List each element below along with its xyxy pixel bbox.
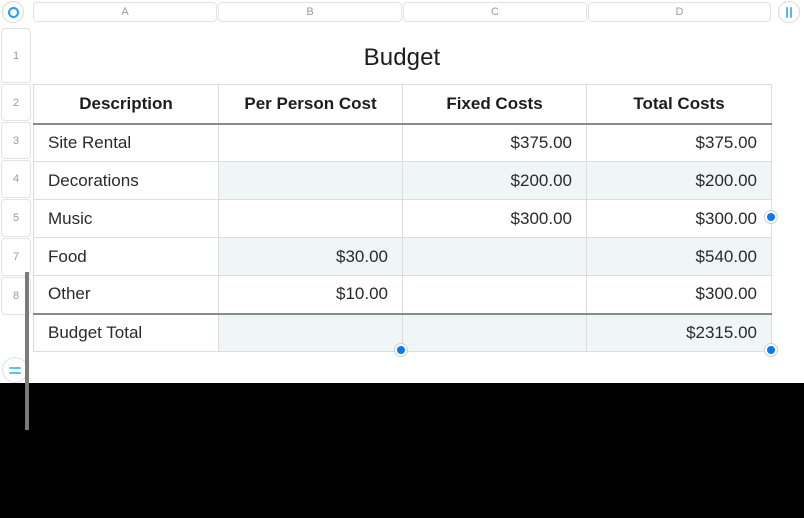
- cell-per-person[interactable]: $30.00: [218, 237, 403, 276]
- column-per-person-cost[interactable]: Per Person Cost: [218, 84, 403, 125]
- cell-per-person[interactable]: $10.00: [218, 275, 403, 314]
- column-header-b[interactable]: B: [218, 2, 402, 22]
- table-header-row: Description Per Person Cost Fixed Costs …: [33, 84, 772, 125]
- selection-indicator-bar[interactable]: [25, 272, 29, 430]
- table-row[interactable]: Music $300.00 $300.00: [33, 199, 772, 238]
- row-header-1[interactable]: 1: [1, 28, 31, 83]
- budget-table[interactable]: Description Per Person Cost Fixed Costs …: [33, 84, 772, 352]
- cell-fixed[interactable]: [402, 312, 587, 352]
- selection-handle-right[interactable]: [764, 210, 778, 224]
- ring-icon: [7, 6, 19, 18]
- table-row[interactable]: Food $30.00 $540.00: [33, 237, 772, 276]
- row-header-3[interactable]: 3: [1, 122, 31, 159]
- cell-per-person[interactable]: [218, 123, 403, 162]
- table-head: Description Per Person Cost Fixed Costs …: [33, 84, 772, 125]
- cell-description[interactable]: Decorations: [33, 161, 219, 200]
- cell-fixed[interactable]: $375.00: [402, 123, 587, 162]
- table-body: Site Rental $375.00 $375.00 Decorations …: [33, 123, 772, 352]
- row-header-5[interactable]: 5: [1, 199, 31, 237]
- selection-handle-corner[interactable]: [764, 343, 778, 357]
- cell-total[interactable]: $540.00: [586, 237, 772, 276]
- column-total-costs[interactable]: Total Costs: [586, 84, 772, 125]
- equals-icon: [9, 366, 21, 374]
- column-fixed-costs[interactable]: Fixed Costs: [402, 84, 587, 125]
- cell-per-person[interactable]: [218, 312, 403, 352]
- column-description[interactable]: Description: [33, 84, 219, 125]
- column-header-strip: A B C D: [0, 0, 804, 24]
- column-header-c[interactable]: C: [403, 2, 587, 22]
- cell-description[interactable]: Site Rental: [33, 123, 219, 162]
- selection-handle-bottom[interactable]: [394, 343, 408, 357]
- cell-total[interactable]: $300.00: [586, 199, 772, 238]
- pause-button[interactable]: [778, 1, 800, 23]
- cell-fixed[interactable]: $300.00: [402, 199, 587, 238]
- cell-total[interactable]: $200.00: [586, 161, 772, 200]
- cell-fixed[interactable]: $200.00: [402, 161, 587, 200]
- column-header-a[interactable]: A: [33, 2, 217, 22]
- cell-total[interactable]: $375.00: [586, 123, 772, 162]
- cell-description[interactable]: Budget Total: [33, 312, 219, 352]
- table-row[interactable]: Decorations $200.00 $200.00: [33, 161, 772, 200]
- pause-icon: [786, 6, 792, 18]
- table-row[interactable]: Site Rental $375.00 $375.00: [33, 123, 772, 162]
- column-header-d[interactable]: D: [588, 2, 771, 22]
- column-headers: A B C D: [33, 2, 771, 22]
- cell-description[interactable]: Food: [33, 237, 219, 276]
- row-header-2[interactable]: 2: [1, 84, 31, 121]
- cell-per-person[interactable]: [218, 199, 403, 238]
- cell-description[interactable]: Other: [33, 275, 219, 314]
- cell-fixed[interactable]: [402, 275, 587, 314]
- selection-mode-button[interactable]: [2, 1, 24, 23]
- row-header-7[interactable]: 7: [1, 238, 31, 276]
- table-row[interactable]: Other $10.00 $300.00: [33, 275, 772, 314]
- row-headers: 1 2 3 4 5 7 8: [1, 28, 31, 316]
- cell-per-person[interactable]: [218, 161, 403, 200]
- cell-fixed[interactable]: [402, 237, 587, 276]
- row-header-4[interactable]: 4: [1, 160, 31, 198]
- cell-description[interactable]: Music: [33, 199, 219, 238]
- table-footer-row[interactable]: Budget Total $2315.00: [33, 312, 772, 352]
- cell-total[interactable]: $300.00: [586, 275, 772, 314]
- cell-total[interactable]: $2315.00: [586, 312, 772, 352]
- page-title: Budget: [363, 44, 441, 71]
